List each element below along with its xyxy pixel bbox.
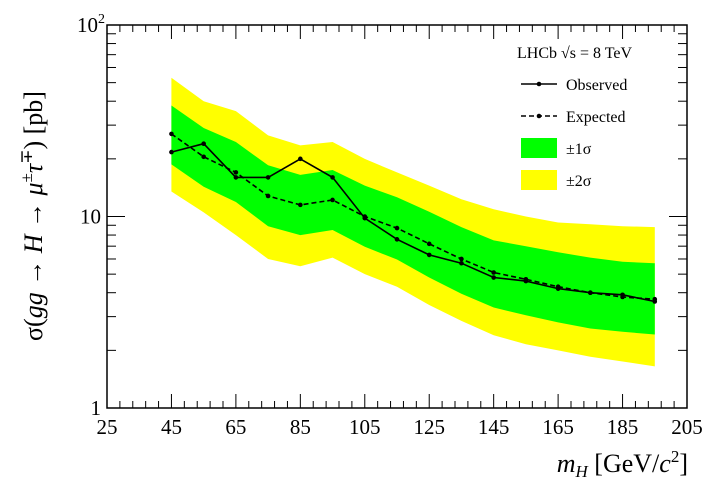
expected-point xyxy=(265,193,271,199)
observed-point xyxy=(459,260,464,266)
observed-point xyxy=(201,141,206,146)
x-tick-label: 25 xyxy=(97,415,118,439)
tick-labels: 25 45 65 85 105 125 145 165 185 205 1 10 102 xyxy=(77,12,703,439)
expected-point xyxy=(426,241,432,247)
legend-label: Observed xyxy=(566,77,627,94)
x-tick-label: 85 xyxy=(290,415,311,439)
x-tick-label: 105 xyxy=(349,415,381,439)
axis-ticks xyxy=(106,24,688,409)
observed-point xyxy=(265,175,271,180)
legend-label: Expected xyxy=(566,109,626,126)
expected-point xyxy=(523,276,529,282)
observed-point xyxy=(169,149,174,155)
observed-point xyxy=(233,175,239,180)
expected-point xyxy=(330,197,335,203)
observed-point xyxy=(330,175,335,180)
expected-point xyxy=(588,290,593,296)
expected-line xyxy=(170,133,655,300)
expected-point xyxy=(394,225,400,231)
observed-point xyxy=(394,237,400,242)
y-tick-label: 10 xyxy=(80,205,101,229)
x-axis-title: mH [GeV/c2] xyxy=(557,447,688,477)
expected-point xyxy=(491,270,496,275)
expected-point xyxy=(459,256,464,262)
legend-swatch-marker xyxy=(536,113,542,119)
x-tick-label: 125 xyxy=(413,415,445,439)
legend-swatch-band xyxy=(521,170,557,190)
legend-swatch-marker xyxy=(536,81,542,87)
legend-label: ±1σ xyxy=(566,141,592,158)
expected-point xyxy=(555,284,561,289)
expected-point xyxy=(298,202,303,208)
expected-point xyxy=(233,170,239,175)
observed-point xyxy=(298,156,303,162)
legend-swatch-band xyxy=(521,138,557,158)
x-tick-label: 145 xyxy=(478,415,510,439)
x-tick-label: 205 xyxy=(671,415,703,439)
x-tick-label: 165 xyxy=(542,415,574,439)
expected-point xyxy=(169,131,174,137)
expected-point xyxy=(620,294,625,300)
data-lines xyxy=(169,131,658,304)
x-tick-label: 185 xyxy=(607,415,639,439)
expected-point xyxy=(201,154,206,160)
expected-point xyxy=(362,214,368,219)
uncertainty-bands xyxy=(171,77,655,367)
expected-point xyxy=(652,296,658,302)
band-1sigma xyxy=(171,105,655,335)
x-tick-label: 65 xyxy=(225,415,246,439)
y-tick-label: 1 xyxy=(91,396,102,420)
observed-point xyxy=(426,252,432,258)
legend-label: ±2σ xyxy=(566,173,592,190)
legend: LHCb √s = 8 TeV Observed Expected ±1σ ±2σ xyxy=(517,45,633,190)
legend-title: LHCb √s = 8 TeV xyxy=(517,45,633,62)
x-tick-label: 45 xyxy=(161,415,182,439)
observed-line xyxy=(171,142,655,303)
y-tick-label: 102 xyxy=(77,12,105,37)
y-axis-title: σ(gg → H → μ±τ∓) [pb] xyxy=(17,91,48,341)
observed-point xyxy=(491,275,496,280)
